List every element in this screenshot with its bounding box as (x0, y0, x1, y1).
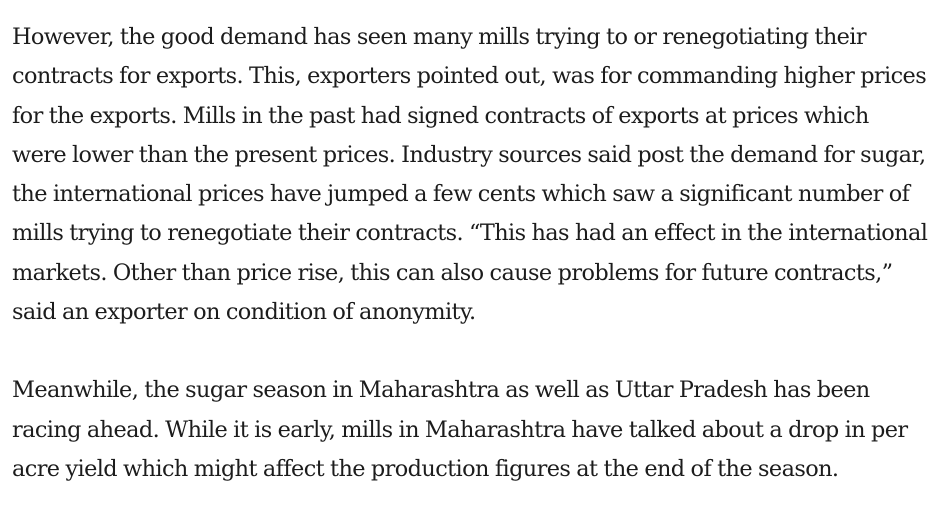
article-paragraph-2: Meanwhile, the sugar season in Maharasht… (12, 377, 908, 482)
article-paragraph-1: However, the good demand has seen many m… (12, 24, 928, 326)
article-body: However, the good demand has seen many m… (12, 18, 928, 489)
